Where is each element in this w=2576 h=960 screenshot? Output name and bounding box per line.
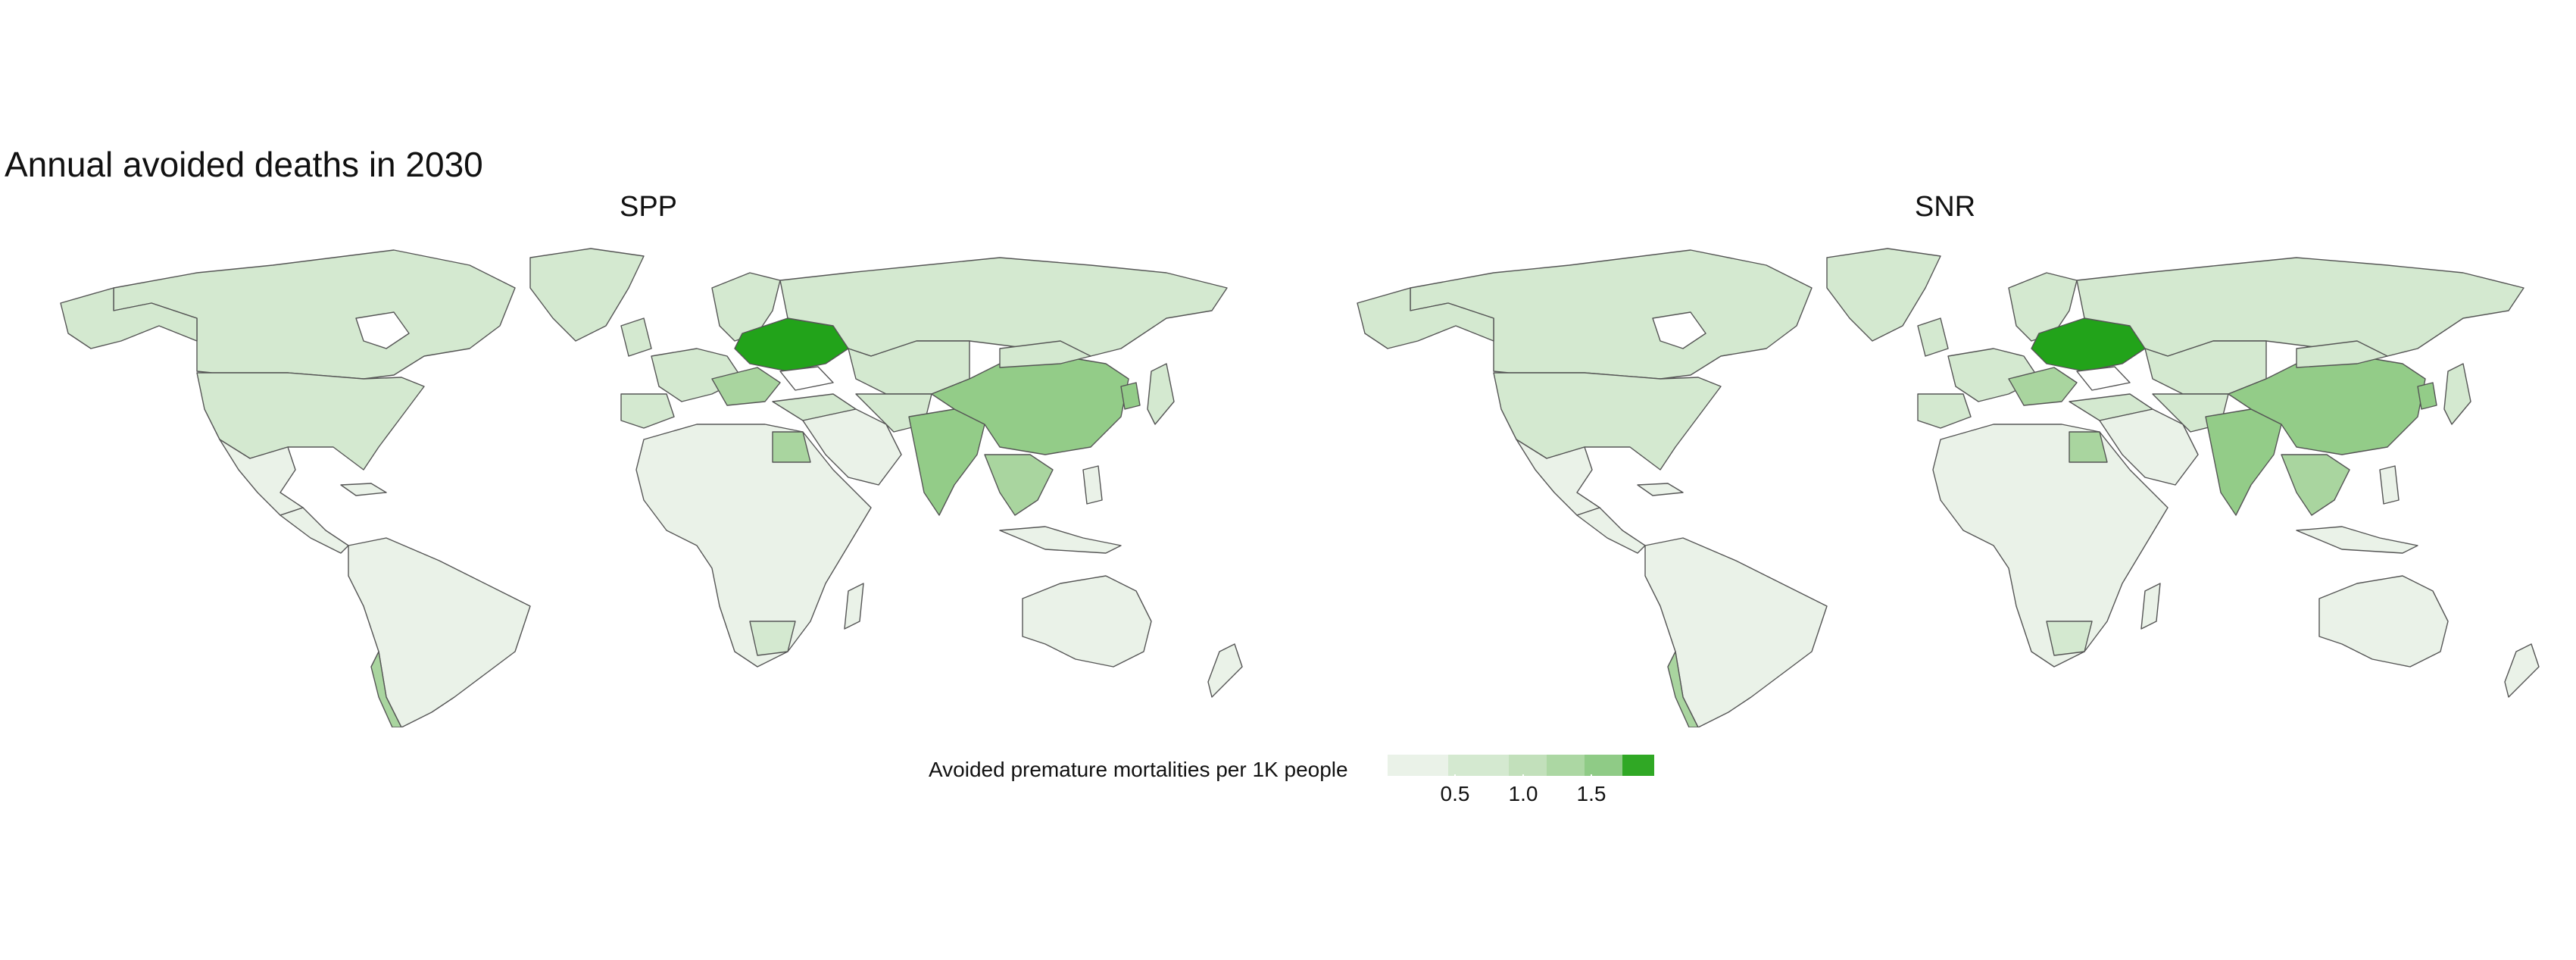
region-scandinavia — [2008, 272, 2078, 342]
region-india — [2205, 408, 2282, 516]
region-korea — [2417, 382, 2437, 410]
legend-swatch — [1509, 755, 1547, 776]
region-south-america — [348, 537, 531, 727]
region-hudson-bay — [355, 311, 410, 349]
region-iberia — [620, 393, 675, 429]
region-australia — [1022, 575, 1152, 668]
region-south-africa — [2046, 621, 2093, 656]
region-south-africa — [749, 621, 796, 656]
region-balkans — [711, 367, 781, 406]
legend-tick-label: 1.5 — [1576, 782, 1606, 805]
legend-color-bar — [1388, 755, 1654, 776]
region-indonesia — [2296, 526, 2418, 554]
region-africa — [1932, 424, 2169, 668]
region-southeast-asia — [2281, 454, 2350, 516]
region-greenland — [529, 248, 645, 342]
region-southeast-asia — [984, 454, 1054, 516]
region-middle-east — [802, 408, 902, 486]
region-black-sea — [2076, 366, 2131, 391]
region-alaska — [1357, 287, 1494, 349]
legend-tick — [1454, 774, 1456, 779]
region-mexico — [219, 439, 304, 516]
world-map-spp — [60, 248, 1243, 727]
region-mongolia — [999, 340, 1091, 368]
region-central-america — [1576, 507, 1646, 554]
region-central-america — [279, 507, 349, 554]
figure-title: Annual avoided deaths in 2030 — [5, 145, 483, 184]
region-uk — [620, 317, 652, 357]
world-map-snr — [1357, 248, 2540, 727]
region-middle-east — [2099, 408, 2199, 486]
region-mongolia — [2296, 340, 2388, 368]
region-philippines — [2379, 465, 2400, 505]
region-new-zealand — [2504, 643, 2540, 698]
region-caribbean — [1637, 483, 1684, 496]
region-uk — [1917, 317, 1949, 357]
region-iberia — [1917, 393, 1972, 429]
region-africa — [635, 424, 872, 668]
legend-swatch — [1585, 755, 1622, 776]
region-japan — [2443, 363, 2471, 425]
region-balkans — [2008, 367, 2078, 406]
region-madagascar — [844, 583, 864, 630]
legend-swatch — [1448, 755, 1509, 776]
legend-swatch — [1388, 755, 1448, 776]
panel-title-snr: SNR — [1914, 191, 1976, 223]
map-panel-spp — [45, 242, 1257, 727]
legend-tick-label: 0.5 — [1440, 782, 1470, 805]
region-japan — [1147, 363, 1175, 425]
legend-tick — [1522, 774, 1524, 779]
region-black-sea — [779, 366, 834, 391]
region-new-zealand — [1207, 643, 1243, 698]
region-madagascar — [2140, 583, 2161, 630]
color-legend: Avoided premature mortalities per 1K peo… — [0, 752, 2576, 812]
map-panel-snr — [1342, 242, 2554, 727]
panel-title-spp: SPP — [619, 191, 678, 223]
region-russia — [779, 257, 1228, 357]
legend-tick-label: 1.0 — [1508, 782, 1538, 805]
region-mexico — [1516, 439, 1600, 516]
region-korea — [1120, 382, 1141, 410]
region-scandinavia — [711, 272, 781, 342]
region-caribbean — [340, 483, 387, 496]
region-egypt — [2069, 431, 2108, 463]
region-hudson-bay — [1652, 311, 1706, 349]
region-indonesia — [999, 526, 1122, 554]
region-australia — [2318, 575, 2449, 668]
legend-title: Avoided premature mortalities per 1K peo… — [929, 758, 1348, 781]
region-chile — [1667, 651, 1699, 727]
region-south-america — [1644, 537, 1828, 727]
region-greenland — [1826, 248, 1941, 342]
legend-swatch — [1622, 755, 1654, 776]
legend-swatch — [1547, 755, 1585, 776]
legend-tick — [1591, 774, 1592, 779]
region-india — [908, 408, 985, 516]
region-philippines — [1082, 465, 1103, 505]
region-egypt — [772, 431, 811, 463]
region-russia — [2076, 257, 2524, 357]
region-chile — [370, 651, 402, 727]
region-alaska — [60, 287, 198, 349]
